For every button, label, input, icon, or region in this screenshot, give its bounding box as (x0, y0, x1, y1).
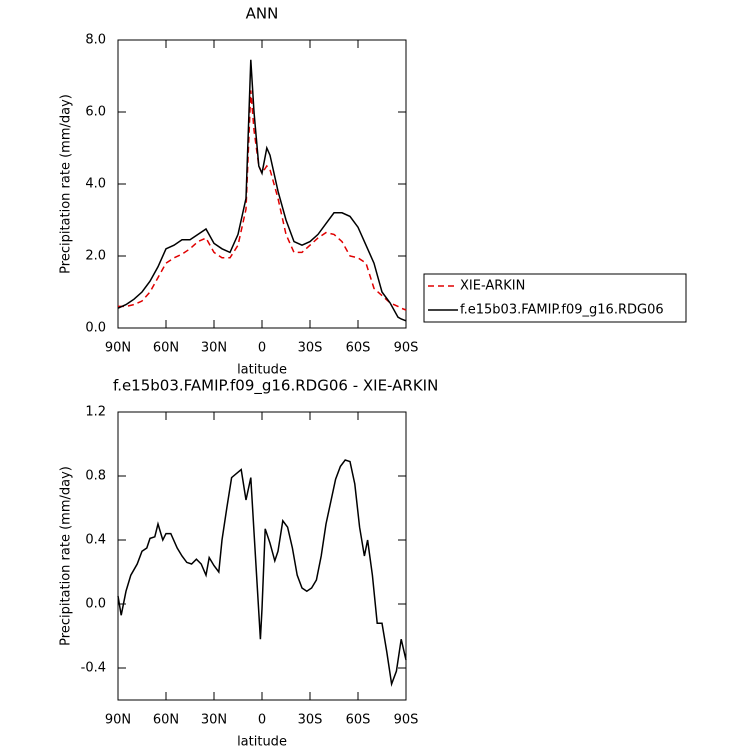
legend-box (423, 273, 687, 323)
x-axis-label: latitude (237, 363, 287, 378)
y-axis-label: Precipitation rate (mm/day) (59, 94, 74, 274)
y-tick-label: 0.4 (85, 533, 106, 548)
y-tick-label: 6.0 (85, 105, 106, 120)
y-tick-label: 0.0 (85, 597, 106, 612)
x-tick-label: 90S (394, 341, 419, 356)
data-line (117, 59, 407, 322)
x-tick-label: 60N (153, 341, 179, 356)
x-tick-label: 90N (105, 341, 131, 356)
y-tick-label: 0.8 (85, 469, 106, 484)
x-tick-label: 30S (298, 713, 323, 728)
x-tick-label: 30N (201, 341, 227, 356)
data-line (117, 459, 407, 687)
y-tick-label: 1.2 (85, 405, 106, 420)
x-tick-label: 60S (346, 713, 371, 728)
x-tick-label: 30S (298, 341, 323, 356)
y-axis-label: Precipitation rate (mm/day) (59, 466, 74, 646)
legend-label: f.e15b03.FAMIP.f09_g16.RDG06 (460, 303, 664, 318)
x-axis-label: latitude (237, 735, 287, 750)
y-tick-label: -0.4 (81, 661, 106, 676)
y-tick-label: 0.0 (85, 321, 106, 336)
x-tick-label: 30N (201, 713, 227, 728)
data-line (118, 90, 407, 311)
x-tick-label: 90N (105, 713, 131, 728)
plot-frame (117, 411, 407, 701)
x-tick-label: 0 (258, 713, 266, 728)
legend-label: XIE-ARKIN (460, 279, 525, 294)
plot-frame (117, 39, 407, 329)
x-tick-label: 0 (258, 341, 266, 356)
x-tick-label: 90S (394, 713, 419, 728)
y-tick-label: 2.0 (85, 249, 106, 264)
y-tick-label: 4.0 (85, 177, 106, 192)
chart-title: ANN (246, 5, 279, 23)
x-tick-label: 60S (346, 341, 371, 356)
chart-title: f.e15b03.FAMIP.f09_g16.RDG06 - XIE-ARKIN (113, 377, 438, 396)
x-tick-label: 60N (153, 713, 179, 728)
y-tick-label: 8.0 (85, 33, 106, 48)
